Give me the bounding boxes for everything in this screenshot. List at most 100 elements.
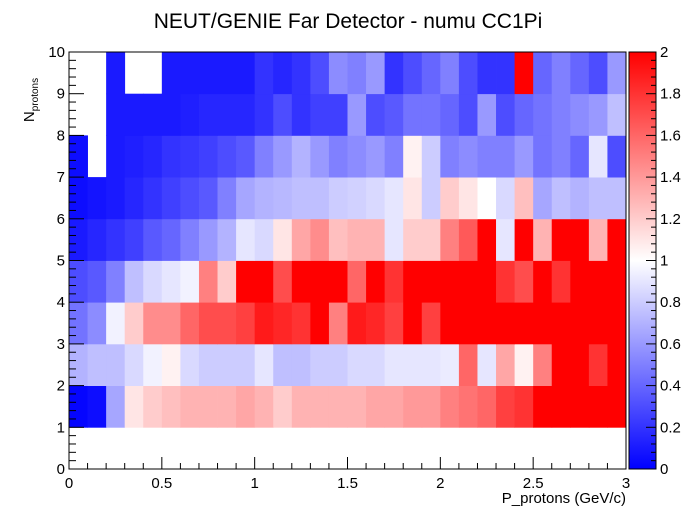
heatmap-cell: [106, 52, 126, 95]
heatmap-cell: [124, 385, 144, 428]
heatmap-cell: [588, 52, 608, 95]
heatmap-cell: [310, 218, 330, 261]
x-axis-title: P_protons (GeV/c): [502, 490, 626, 507]
heatmap-cell: [143, 343, 163, 386]
heatmap-cell: [366, 260, 386, 303]
heatmap-cell: [328, 302, 348, 345]
heatmap-cell: [217, 135, 237, 178]
heatmap-cell: [384, 260, 404, 303]
x-tick-label: 3: [622, 475, 630, 492]
heatmap-cell: [180, 302, 200, 345]
heatmap-cell: [514, 343, 534, 386]
heatmap-cell: [161, 93, 181, 136]
heatmap-cell: [533, 177, 553, 220]
heatmap-cell: [570, 218, 590, 261]
heatmap-cell: [514, 52, 534, 95]
z-tick-label: 0: [660, 461, 668, 478]
heatmap-cell: [403, 385, 423, 428]
heatmap-cell: [161, 52, 181, 95]
heatmap-cell: [440, 177, 460, 220]
heatmap-cell: [477, 302, 497, 345]
heatmap-cell: [570, 135, 590, 178]
heatmap-cell: [533, 93, 553, 136]
heatmap-cell: [607, 302, 627, 345]
z-tick-label: 2: [660, 44, 668, 61]
heatmap-cell: [180, 218, 200, 261]
heatmap-cell: [607, 218, 627, 261]
heatmap-cell: [328, 52, 348, 95]
heatmap-cell: [607, 343, 627, 386]
heatmap-cell: [607, 385, 627, 428]
heatmap-cell: [328, 177, 348, 220]
heatmap-cell: [533, 260, 553, 303]
heatmap-cell: [161, 260, 181, 303]
heatmap-cell: [496, 218, 515, 261]
heatmap-cell: [514, 385, 534, 428]
heatmap-cell: [291, 302, 311, 345]
heatmap-cell: [69, 177, 88, 220]
z-tick-label: 1: [660, 253, 668, 270]
heatmap-cell: [347, 343, 367, 386]
heatmap-cell: [217, 218, 237, 261]
heatmap-cell: [161, 177, 181, 220]
heatmap-cell: [570, 302, 590, 345]
heatmap-cell: [551, 177, 571, 220]
y-tick-label: 6: [57, 211, 65, 228]
heatmap-cell: [106, 260, 126, 303]
heatmap-cell: [236, 177, 256, 220]
heatmap-cell: [273, 260, 293, 303]
heatmap-cell: [310, 93, 330, 136]
heatmap-cell: [366, 218, 386, 261]
heatmap-cell: [366, 52, 386, 95]
heatmap-cell: [533, 135, 553, 178]
heatmap-cell: [143, 177, 163, 220]
heatmap-cell: [458, 218, 478, 261]
z-tick-label: 1.8: [660, 86, 681, 103]
heatmap-cell: [514, 218, 534, 261]
heatmap-cell: [421, 177, 441, 220]
heatmap-cell: [69, 135, 88, 178]
heatmap-cell: [551, 385, 571, 428]
heatmap-cell: [458, 385, 478, 428]
heatmap-cell: [514, 135, 534, 178]
heatmap-cell: [180, 260, 200, 303]
heatmap-cell: [496, 343, 515, 386]
heatmap-cell: [607, 177, 627, 220]
heatmap-cell: [588, 260, 608, 303]
heatmap-cell: [236, 385, 256, 428]
heatmap-cell: [347, 218, 367, 261]
heatmap-cell: [106, 385, 126, 428]
heatmap-cell: [458, 302, 478, 345]
heatmap-cell: [366, 93, 386, 136]
heatmap-cell: [347, 93, 367, 136]
heatmap-cell: [217, 260, 237, 303]
y-axis-title-main: N: [21, 111, 38, 122]
heatmap-cell: [198, 135, 218, 178]
heatmap-cell: [217, 177, 237, 220]
heatmap-cell: [496, 177, 515, 220]
heatmap-cell: [198, 260, 218, 303]
heatmap-cell: [477, 177, 497, 220]
heatmap-cell: [440, 302, 460, 345]
heatmap-cell: [291, 177, 311, 220]
heatmap-cell: [440, 260, 460, 303]
heatmap-cell: [458, 343, 478, 386]
y-tick-label: 9: [57, 86, 65, 103]
heatmap-cell: [570, 343, 590, 386]
heatmap-cell: [551, 135, 571, 178]
y-tick-label: 7: [57, 169, 65, 186]
heatmap-cell: [236, 260, 256, 303]
heatmap-cell: [384, 218, 404, 261]
z-tick-label: 0.6: [660, 336, 681, 353]
heatmap-cell: [440, 385, 460, 428]
heatmap-cell: [217, 385, 237, 428]
heatmap-cell: [273, 343, 293, 386]
heatmap-cell: [273, 385, 293, 428]
heatmap-cell: [588, 385, 608, 428]
heatmap-cell: [384, 177, 404, 220]
z-tick-label: 0.8: [660, 294, 681, 311]
heatmap-cell: [458, 177, 478, 220]
heatmap-cell: [106, 343, 126, 386]
heatmap-cell: [384, 343, 404, 386]
heatmap-cell: [273, 52, 293, 95]
